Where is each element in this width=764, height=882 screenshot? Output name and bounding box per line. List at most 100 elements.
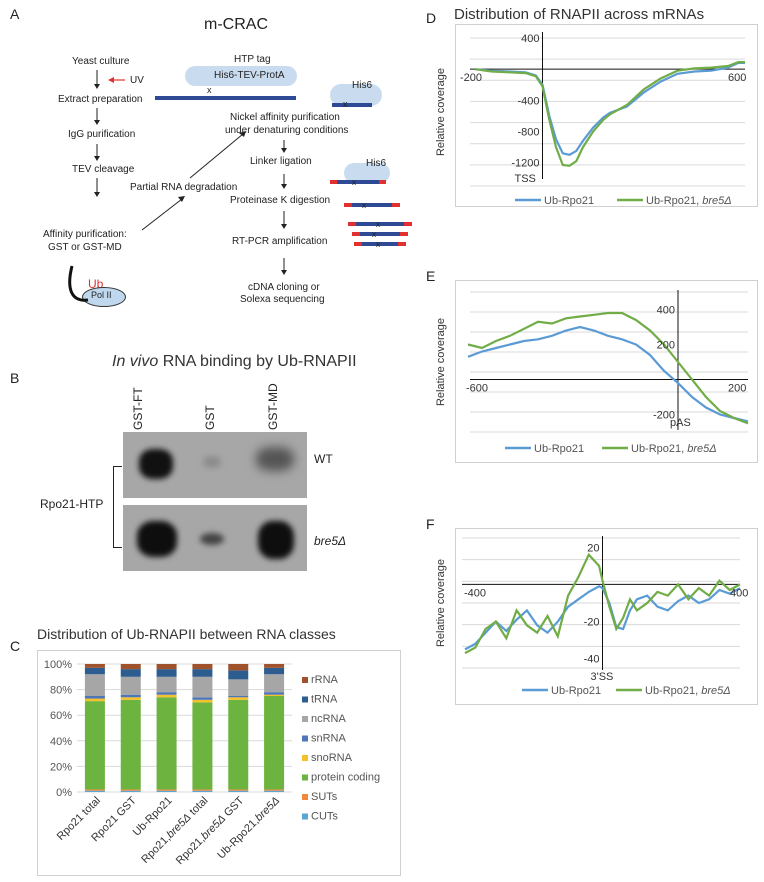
ytick: 400 xyxy=(657,305,675,317)
legend-label-c: rRNA xyxy=(311,674,339,686)
bar-snrna-3 xyxy=(192,697,213,700)
legend-label-c: SUTs xyxy=(311,791,338,803)
xtick-c: Ub-Rpo21,bre5Δ xyxy=(215,795,282,862)
bar-snorna-1 xyxy=(120,697,141,700)
svg-text:x: x xyxy=(376,220,380,229)
panel-b-letter: B xyxy=(10,370,20,386)
uv-label: UV xyxy=(130,75,144,86)
marker-label: TSS xyxy=(515,173,536,185)
his6-shape xyxy=(330,84,382,106)
flow-arrows xyxy=(96,70,285,272)
step-igg: IgG purification xyxy=(68,129,136,140)
step-extract: Extract preparation xyxy=(58,94,143,105)
ytick: 20 xyxy=(587,542,599,554)
lane-label-gst-md: GST-MD xyxy=(266,383,280,430)
bar-suts-4 xyxy=(228,789,249,791)
xtick-right: 600 xyxy=(728,72,746,84)
bar-ncrna-1 xyxy=(120,676,141,695)
bar-ncrna-0 xyxy=(84,674,105,696)
chart-e: 400 200 -200 -600 200 pAS Relative coverage Ub-… xyxy=(435,290,749,455)
xtick-left: -400 xyxy=(464,587,486,599)
panel-a-letter: A xyxy=(10,6,20,22)
panel-f-frame xyxy=(455,528,758,705)
bar-ncrna-2 xyxy=(156,676,177,693)
ytick-c: 60% xyxy=(50,710,72,722)
band-bre5-gst-md xyxy=(258,521,294,559)
arrow-nickel xyxy=(189,133,244,179)
series-line-ub-rpo21-bre5 xyxy=(474,61,745,167)
band-wt-gst-ft xyxy=(139,449,173,479)
bar-cuts-5 xyxy=(264,790,285,792)
legend-label: Ub-Rpo21 xyxy=(534,443,584,455)
crosslink-x: x xyxy=(207,85,212,95)
legend-label-c: CUTs xyxy=(311,811,338,823)
bar-protein-coding-0 xyxy=(84,701,105,790)
bar-cuts-4 xyxy=(228,790,249,792)
series-line-ub-rpo21 xyxy=(467,325,749,423)
htp-tag-shape xyxy=(185,66,297,86)
bar-snrna-2 xyxy=(156,692,177,695)
bar-rrna-2 xyxy=(156,664,177,670)
htp-tag-label: HTP tag xyxy=(234,54,271,65)
bar-rrna-3 xyxy=(192,664,213,670)
step-affinity: Affinity purification: xyxy=(43,229,127,240)
step-tev: TEV cleavage xyxy=(72,164,135,175)
rna-strand-1 xyxy=(155,96,296,100)
bar-cuts-2 xyxy=(156,790,177,792)
ytick-c: 40% xyxy=(50,736,72,748)
bar-trna-1 xyxy=(120,669,141,677)
ytick: -20 xyxy=(584,617,600,629)
pol2-shape xyxy=(82,287,126,307)
row-label-bre5: bre5Δ xyxy=(314,534,347,548)
panel-c-letter: C xyxy=(10,638,21,654)
step-cdna-2: Solexa sequencing xyxy=(240,294,325,305)
bar-snorna-2 xyxy=(156,694,177,698)
legend-swatch-c xyxy=(302,755,308,761)
bar-protein-coding-5 xyxy=(264,696,285,790)
step-proteinase: Proteinase K digestion xyxy=(230,195,331,206)
ytick-c: 20% xyxy=(50,761,72,773)
legend-swatch-c xyxy=(302,813,308,820)
his6-label-2: His6 xyxy=(366,158,387,169)
bar-suts-1 xyxy=(120,789,141,791)
panel-e-letter: E xyxy=(426,268,436,284)
row-label-wt: WT xyxy=(314,452,333,466)
bar-ncrna-4 xyxy=(228,679,249,696)
rna-strand-2 xyxy=(332,103,372,107)
ligated-fragments xyxy=(330,180,412,246)
ytick-c: 100% xyxy=(44,659,72,671)
step-nickel-2: under denaturing conditions xyxy=(225,125,349,136)
bar-trna-3 xyxy=(192,669,213,677)
svg-text:x: x xyxy=(343,99,348,109)
band-bre5-gst-ft xyxy=(137,521,177,557)
legend-swatch-c xyxy=(302,677,308,683)
legend-swatch-c xyxy=(302,794,308,800)
band-wt-gst xyxy=(203,456,221,468)
step-gst: GST or GST-MD xyxy=(48,242,122,253)
bar-suts-3 xyxy=(192,789,213,791)
bar-snrna-0 xyxy=(84,696,105,699)
bar-trna-5 xyxy=(264,667,285,675)
legend-label: Ub-Rpo21, bre5Δ xyxy=(646,195,732,207)
panel-d-letter: D xyxy=(426,10,437,26)
legend-swatch-c xyxy=(302,716,308,722)
pol2-label: Pol II xyxy=(91,290,112,300)
bar-cuts-0 xyxy=(84,790,105,792)
legend-label-c: ncRNA xyxy=(311,713,347,725)
step-linker: Linker ligation xyxy=(250,156,312,167)
step-rtpcr: RT-PCR amplification xyxy=(232,236,328,247)
ytick: -40 xyxy=(584,654,600,666)
chart-d: 400 -400 -800 -1200 -200 600 TSS Relative cover… xyxy=(435,32,746,207)
bar-snrna-4 xyxy=(228,696,249,698)
ytick-c: 0% xyxy=(56,787,72,799)
chart-f: 20 -20 -40 -400 400 3'SS Relative coverage Ub-R… xyxy=(435,536,748,697)
legend-label-c: snRNA xyxy=(311,733,347,745)
his6-label: His6 xyxy=(352,80,373,91)
lane-label-gst-ft: GST-FT xyxy=(131,387,145,430)
marker-label: 3'SS xyxy=(591,671,614,683)
bar-suts-2 xyxy=(156,789,177,791)
bar-ncrna-5 xyxy=(264,674,285,693)
bar-snorna-0 xyxy=(84,698,105,702)
